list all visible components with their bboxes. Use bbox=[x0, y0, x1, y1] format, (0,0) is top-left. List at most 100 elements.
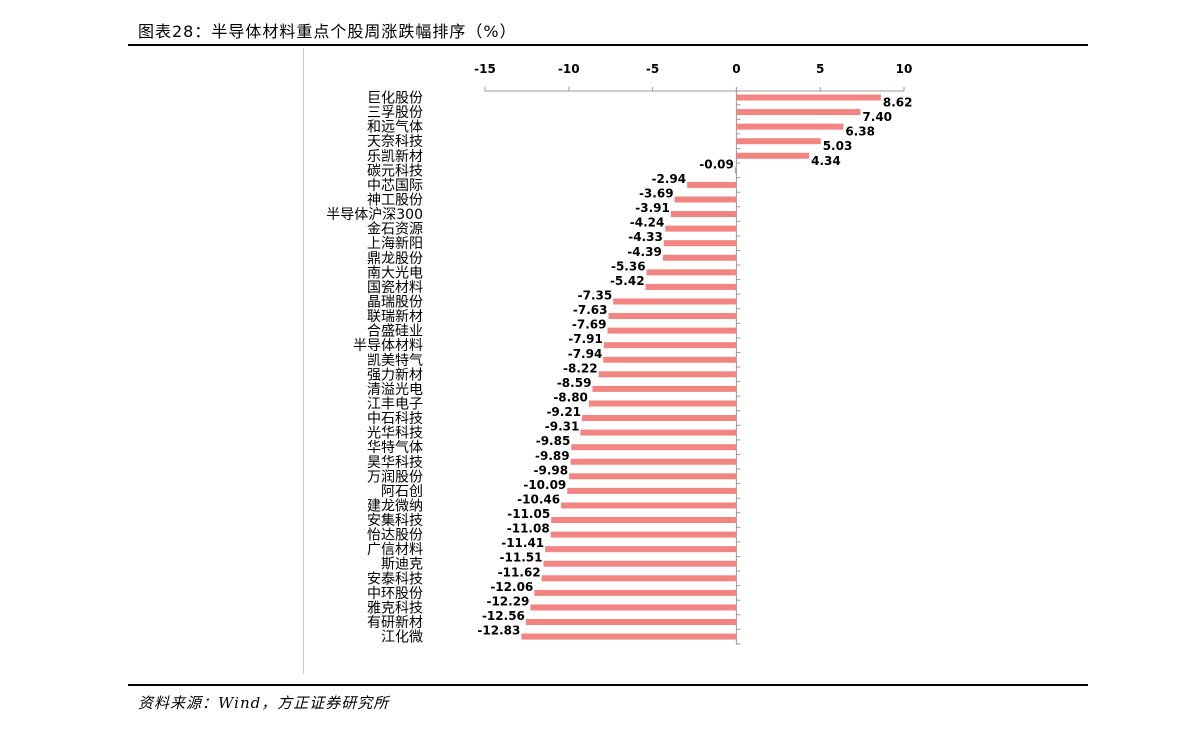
data-label: -12.83 bbox=[477, 624, 520, 638]
bar bbox=[736, 109, 861, 116]
bar bbox=[571, 444, 737, 451]
data-label: 8.62 bbox=[883, 96, 913, 110]
data-label: -9.98 bbox=[534, 463, 569, 477]
data-label: -10.09 bbox=[523, 478, 566, 492]
category-label: 华特气体 bbox=[367, 440, 423, 456]
data-label: 4.34 bbox=[811, 154, 841, 168]
data-label: -4.24 bbox=[630, 216, 665, 230]
category-label: 和远气体 bbox=[367, 120, 423, 136]
bar bbox=[521, 633, 737, 640]
data-label: -11.05 bbox=[507, 507, 550, 521]
data-label: -9.89 bbox=[535, 449, 570, 463]
data-label: -4.33 bbox=[628, 230, 663, 244]
bar bbox=[736, 123, 844, 130]
chart-title: 图表28：半导体材料重点个股周涨跌幅排序（%） bbox=[138, 22, 517, 41]
left-divider bbox=[303, 48, 304, 674]
data-label: -12.29 bbox=[486, 594, 529, 608]
bar bbox=[662, 254, 737, 261]
bar bbox=[530, 604, 737, 611]
bar bbox=[543, 560, 737, 567]
category-label: 神工股份 bbox=[367, 192, 423, 208]
bar bbox=[541, 575, 737, 582]
bar bbox=[551, 517, 737, 524]
bar bbox=[663, 240, 737, 247]
top-rule bbox=[128, 44, 1088, 46]
x-tick-label: 10 bbox=[896, 62, 913, 76]
category-label: 安泰科技 bbox=[367, 571, 423, 587]
category-label: 晶瑞股份 bbox=[367, 294, 423, 310]
data-label: 7.40 bbox=[862, 110, 892, 124]
data-label: -5.36 bbox=[611, 259, 646, 273]
category-label: 半导体材料 bbox=[353, 338, 423, 354]
category-label: 怡达股份 bbox=[367, 528, 423, 544]
data-label: -9.21 bbox=[546, 405, 581, 419]
bar bbox=[598, 371, 737, 378]
bar bbox=[592, 385, 737, 392]
data-label: -7.63 bbox=[573, 303, 608, 317]
bar bbox=[670, 211, 737, 218]
bar bbox=[607, 327, 737, 334]
bar bbox=[582, 415, 737, 422]
data-label: -7.35 bbox=[578, 288, 613, 302]
category-label: 建龙微纳 bbox=[367, 498, 423, 514]
category-label: 国瓷材料 bbox=[367, 280, 423, 296]
category-label: 阿石创 bbox=[381, 484, 423, 500]
category-label: 广信材料 bbox=[367, 542, 423, 558]
category-label: 三孚股份 bbox=[367, 105, 423, 121]
data-label: -8.59 bbox=[557, 376, 592, 390]
category-label: 强力新材 bbox=[367, 367, 423, 383]
data-label: -0.09 bbox=[699, 157, 734, 171]
bottom-rule bbox=[128, 684, 1088, 686]
category-label: 清溢光电 bbox=[367, 382, 423, 398]
data-label: -11.51 bbox=[500, 551, 543, 565]
bar bbox=[674, 196, 737, 203]
bar bbox=[580, 429, 737, 436]
category-label: 中环股份 bbox=[367, 586, 423, 602]
data-label: -11.08 bbox=[507, 522, 550, 536]
category-label: 中石科技 bbox=[367, 411, 423, 427]
category-label: 有研新材 bbox=[367, 615, 423, 631]
source-note: 资料来源：Wind，方正证券研究所 bbox=[138, 694, 390, 712]
bar bbox=[645, 283, 737, 290]
category-label: 江丰电子 bbox=[367, 396, 423, 412]
bar bbox=[603, 356, 737, 363]
category-label: 天奈科技 bbox=[367, 134, 423, 150]
data-label: -11.62 bbox=[498, 565, 541, 579]
data-label: -5.42 bbox=[610, 274, 645, 288]
bar bbox=[569, 473, 737, 480]
bar bbox=[646, 269, 737, 276]
category-label: 鼎龙股份 bbox=[367, 251, 423, 267]
bar bbox=[534, 589, 737, 596]
data-label: -2.94 bbox=[652, 172, 687, 186]
bar bbox=[570, 458, 737, 465]
data-label: -7.69 bbox=[572, 318, 607, 332]
data-label: -11.41 bbox=[501, 536, 544, 550]
bar bbox=[608, 313, 737, 320]
bar bbox=[736, 138, 821, 145]
data-label: -9.31 bbox=[545, 420, 580, 434]
x-tick-label: -5 bbox=[646, 62, 659, 76]
category-label: 凯美特气 bbox=[367, 353, 423, 369]
category-label: 金石资源 bbox=[367, 222, 423, 238]
data-label: 6.38 bbox=[845, 125, 875, 139]
category-label: 中芯国际 bbox=[367, 178, 423, 194]
category-label: 昊华科技 bbox=[367, 455, 423, 471]
data-label: 5.03 bbox=[823, 139, 853, 153]
category-label: 碳元科技 bbox=[367, 163, 423, 179]
category-label: 光华科技 bbox=[367, 426, 423, 442]
data-label: -12.56 bbox=[482, 609, 525, 623]
data-label: -10.46 bbox=[517, 492, 560, 506]
data-label: -12.06 bbox=[490, 580, 533, 594]
category-label: 南大光电 bbox=[367, 265, 423, 281]
bar bbox=[736, 94, 881, 101]
x-tick-label: -15 bbox=[474, 62, 496, 76]
data-label: -9.85 bbox=[536, 434, 571, 448]
category-label: 斯迪克 bbox=[381, 557, 423, 573]
category-label: 半导体沪深300 bbox=[326, 207, 423, 223]
category-label: 江化微 bbox=[381, 630, 423, 646]
category-label: 合盛硅业 bbox=[367, 324, 423, 340]
bar bbox=[567, 487, 737, 494]
bar bbox=[525, 619, 737, 626]
bar bbox=[734, 167, 737, 174]
